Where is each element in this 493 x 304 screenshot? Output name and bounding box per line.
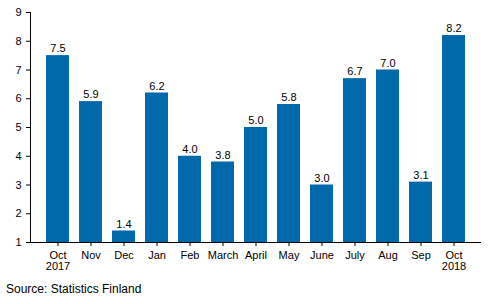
- svg-text:3: 3: [15, 179, 21, 191]
- svg-text:5.8: 5.8: [281, 91, 296, 103]
- svg-text:Oct2018: Oct2018: [442, 249, 466, 272]
- svg-text:5.9: 5.9: [83, 88, 98, 100]
- svg-text:6.7: 6.7: [347, 65, 362, 77]
- svg-text:4: 4: [15, 150, 21, 162]
- svg-text:April: April: [245, 249, 267, 261]
- svg-text:1.4: 1.4: [116, 218, 131, 230]
- svg-text:8: 8: [15, 35, 21, 47]
- svg-text:Oct2017: Oct2017: [46, 249, 70, 272]
- svg-text:Jan: Jan: [148, 249, 166, 261]
- svg-text:Nov: Nov: [81, 249, 101, 261]
- svg-text:March: March: [208, 249, 239, 261]
- svg-text:4.0: 4.0: [182, 143, 197, 155]
- svg-text:6.2: 6.2: [149, 80, 164, 92]
- svg-text:Sep: Sep: [411, 249, 431, 261]
- svg-text:1: 1: [15, 236, 21, 248]
- svg-text:7.5: 7.5: [50, 42, 65, 54]
- html-text:Source: Statistics Finland: Source: Statistics Finland: [6, 282, 142, 296]
- svg-text:6: 6: [15, 92, 21, 104]
- svg-text:8.2: 8.2: [446, 22, 461, 34]
- svg-text:7: 7: [15, 64, 21, 76]
- svg-text:July: July: [345, 249, 365, 261]
- svg-text:5.0: 5.0: [248, 114, 263, 126]
- svg-text:May: May: [279, 249, 300, 261]
- svg-text:3.1: 3.1: [413, 169, 428, 181]
- svg-text:3.8: 3.8: [215, 149, 230, 161]
- svg-text:9: 9: [15, 6, 21, 18]
- svg-text:3.0: 3.0: [314, 172, 329, 184]
- svg-text:Aug: Aug: [378, 249, 398, 261]
- svg-text:7.0: 7.0: [380, 57, 395, 69]
- svg-text:Feb: Feb: [181, 249, 200, 261]
- svg-text:5: 5: [15, 121, 21, 133]
- svg-text:Dec: Dec: [114, 249, 134, 261]
- svg-text:2: 2: [15, 207, 21, 219]
- svg-text:June: June: [310, 249, 334, 261]
